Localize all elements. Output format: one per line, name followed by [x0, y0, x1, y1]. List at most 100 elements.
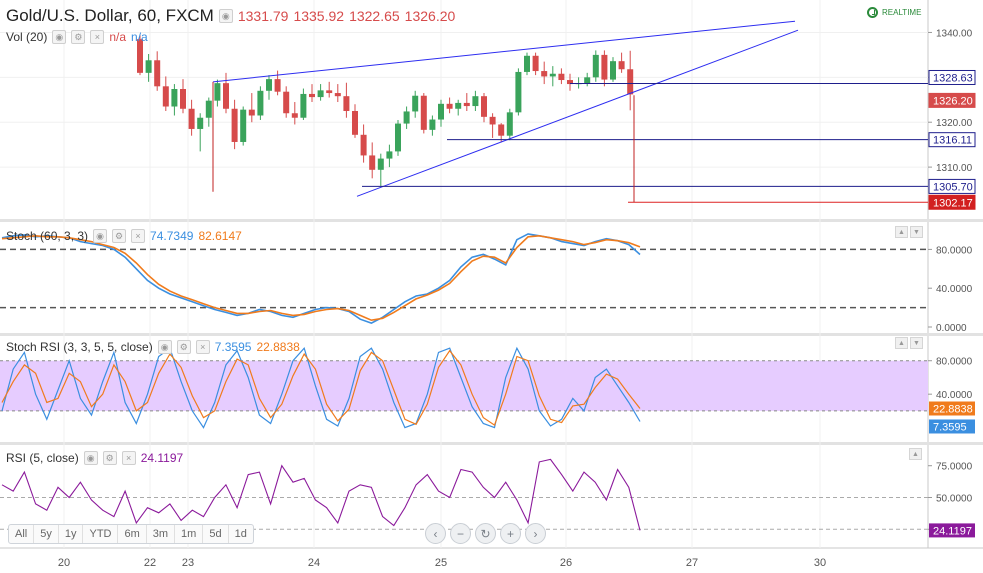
candle-body: [541, 71, 548, 77]
candle-body: [532, 55, 539, 72]
close-icon[interactable]: ×: [90, 30, 105, 44]
candle-body: [506, 112, 513, 136]
move-down-icon[interactable]: ▼: [910, 226, 923, 238]
candle-body: [317, 90, 324, 98]
range-6m-button[interactable]: 6m: [118, 525, 147, 543]
settings-icon[interactable]: ⚙: [102, 451, 117, 465]
candle-body: [481, 96, 487, 117]
candle-body: [489, 116, 496, 125]
price-label: 1316.11: [933, 135, 972, 147]
range-5y-button[interactable]: 5y: [34, 525, 59, 543]
candle-body: [197, 117, 204, 129]
candle-body: [524, 55, 530, 72]
ohlc-close: 1326.20: [404, 8, 456, 24]
move-up-icon[interactable]: ▲: [909, 448, 922, 460]
price-tick-label: 1320.00: [936, 118, 973, 129]
stoch-rsi-k-value: 7.3595: [214, 340, 252, 354]
visibility-icon[interactable]: ◉: [218, 9, 233, 23]
time-tick-label: 27: [686, 557, 698, 569]
time-tick-label: 24: [308, 557, 320, 569]
rsi-pane-buttons: ▲: [909, 448, 922, 460]
rsi-axis-label: 24.1197: [933, 525, 972, 537]
range-3m-button[interactable]: 3m: [147, 525, 176, 543]
volume-legend: Vol (20) ◉ ⚙ × n/a n/a: [6, 30, 148, 44]
price-label-box: [928, 69, 976, 85]
candle-body: [395, 123, 401, 152]
pane-separator-2: [0, 442, 983, 445]
candle-body: [592, 54, 599, 78]
range-1d-button[interactable]: 1d: [234, 528, 247, 540]
stoch-k-value: 74.7349: [150, 229, 194, 243]
visibility-icon[interactable]: ◉: [83, 451, 98, 465]
chevron-right-icon[interactable]: ›: [525, 523, 546, 544]
close-icon[interactable]: ×: [131, 229, 146, 243]
rsi-axis-label-box: [929, 523, 975, 538]
range-all-button[interactable]: All: [9, 525, 35, 543]
close-icon[interactable]: ×: [195, 340, 210, 354]
realtime-badge[interactable]: REALTIME: [867, 7, 921, 18]
candle-body: [205, 100, 212, 118]
candle-body: [283, 91, 290, 114]
stoch-rsi-d-axis-label-box: [929, 401, 975, 416]
plus-icon[interactable]: +: [500, 523, 521, 544]
candle-body: [231, 108, 238, 142]
candle-body: [558, 73, 565, 81]
settings-icon[interactable]: ⚙: [112, 229, 127, 243]
candle-body: [618, 61, 625, 70]
candle-body: [584, 77, 591, 84]
stoch-pane-buttons: ▲ ▼: [895, 226, 923, 238]
settings-icon[interactable]: ⚙: [71, 30, 86, 44]
visibility-icon[interactable]: ◉: [93, 229, 108, 243]
rsi-label: RSI (5, close): [6, 451, 79, 465]
instrument-title: Gold/U.S. Dollar, 60, FXCM: [6, 6, 214, 25]
close-icon[interactable]: ×: [121, 451, 136, 465]
volume-value-2: n/a: [131, 30, 148, 44]
series-line-primary: [1, 233, 641, 324]
candle-body: [420, 95, 427, 130]
time-tick-label: 30: [814, 557, 826, 569]
candle-body: [334, 93, 341, 97]
indicator-tick-label: 80.0000: [936, 245, 973, 256]
price-label: 1305.70: [933, 181, 973, 193]
candle-body: [214, 83, 221, 101]
move-up-icon[interactable]: ▲: [895, 226, 908, 238]
range-1y-button[interactable]: 1y: [59, 525, 84, 543]
indicator-tick-label: 40.0000: [936, 390, 973, 401]
ohlc-open: 1331.79: [237, 8, 289, 24]
candle-body: [309, 93, 315, 98]
candle-body: [386, 151, 393, 159]
trend-line-lower: [356, 29, 799, 197]
move-up-icon[interactable]: ▲: [895, 337, 908, 349]
reset-icon[interactable]: ↻: [475, 523, 496, 544]
candle-body: [240, 109, 247, 142]
move-down-icon[interactable]: ▼: [910, 337, 923, 349]
indicator-tick-label: 0.0000: [936, 323, 967, 334]
time-tick-label: 25: [435, 557, 447, 569]
trend-line-upper: [212, 20, 796, 83]
candle-body: [403, 111, 410, 124]
rsi-legend: RSI (5, close) ◉ ⚙ × 24.1197: [6, 451, 183, 465]
candle-body: [429, 119, 436, 130]
range-ytd-button[interactable]: YTD: [83, 525, 119, 543]
range-5d-button[interactable]: 5d: [203, 525, 229, 543]
settings-icon[interactable]: ⚙: [176, 340, 191, 354]
candle-body: [188, 108, 195, 129]
stoch-rsi-legend: Stoch RSI (3, 3, 5, 5, close) ◉ ⚙ × 7.35…: [6, 340, 300, 354]
candle-body: [463, 102, 470, 107]
candle-body: [610, 61, 616, 80]
candle-body: [343, 96, 350, 111]
range-selector: All 5y 1y YTD 6m 3m 1m 5d 1d: [8, 524, 254, 544]
chevron-left-icon[interactable]: ‹: [425, 523, 446, 544]
price-label: 1326.20: [933, 95, 973, 107]
visibility-icon[interactable]: ◉: [157, 340, 172, 354]
minus-icon[interactable]: −: [450, 523, 471, 544]
visibility-icon[interactable]: ◉: [52, 30, 67, 44]
ohlc-high: 1335.92: [293, 8, 345, 24]
range-1m-button[interactable]: 1m: [175, 525, 204, 543]
candle-body: [549, 73, 556, 77]
candle-body: [601, 54, 608, 80]
realtime-label: REALTIME: [882, 8, 922, 17]
stoch-label: Stoch (60, 3, 3): [6, 229, 89, 243]
candle-body: [266, 79, 272, 91]
